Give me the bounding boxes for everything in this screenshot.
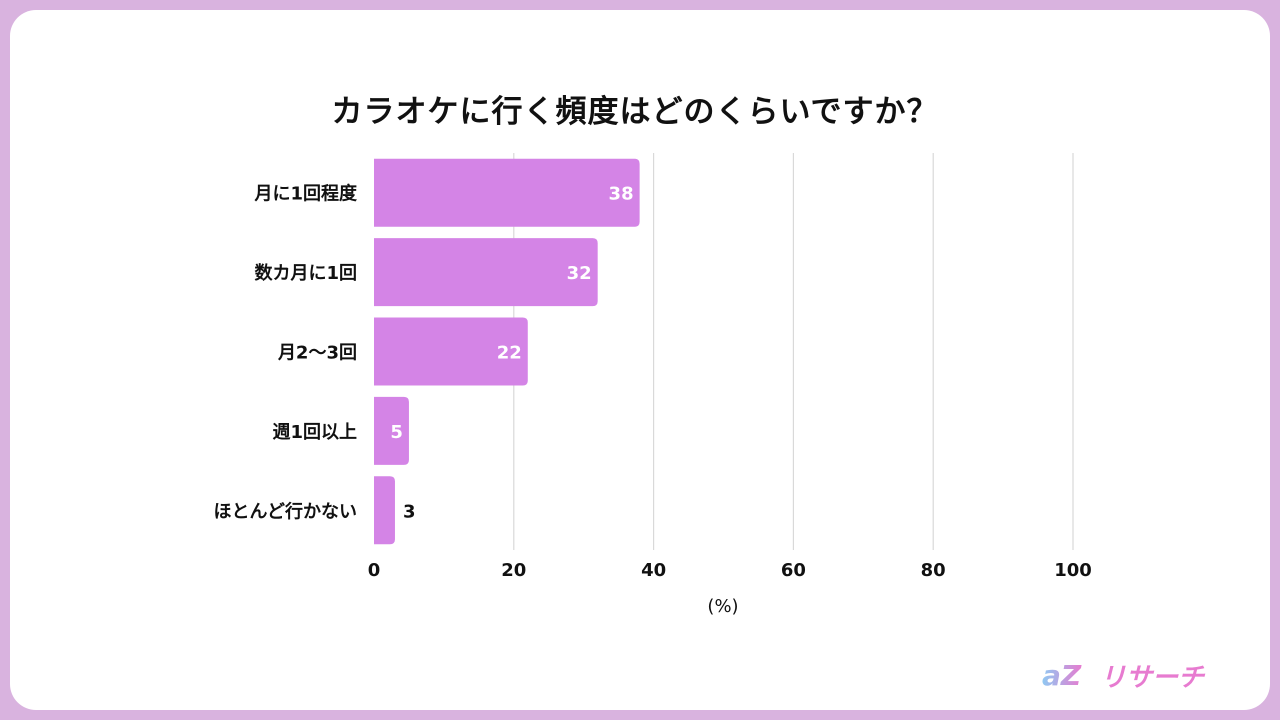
bar: [374, 476, 395, 545]
x-tick-label: 100: [1054, 560, 1092, 581]
data-label: 3: [403, 501, 416, 522]
chart-title: カラオケに行く頻度はどのくらいですか？: [331, 94, 939, 130]
chart-card: [10, 10, 1270, 710]
x-tick-label: 20: [501, 560, 526, 581]
logo-text: リサーチ: [1100, 662, 1205, 693]
x-axis-label: (%): [707, 596, 738, 617]
data-label: 22: [497, 343, 522, 364]
x-tick-label: 0: [368, 560, 381, 581]
brand-logo: aZ リサーチ: [1040, 655, 1204, 695]
bar: [374, 238, 598, 307]
bar: [374, 396, 409, 465]
category-label: ほとんど行かない: [214, 500, 357, 522]
data-label: 38: [609, 184, 634, 205]
logo-mark: aZ: [1042, 659, 1082, 692]
bar: [374, 158, 640, 227]
x-tick-label: 80: [921, 560, 946, 581]
category-label: 週1回以上: [272, 422, 357, 443]
data-label: 5: [390, 422, 403, 443]
data-label: 32: [567, 263, 592, 284]
category-label: 数カ月に1回: [254, 262, 357, 284]
bar: [374, 317, 528, 386]
category-label: 月に1回程度: [253, 183, 358, 205]
x-tick-label: 40: [641, 560, 666, 581]
category-label: 月2〜3回: [277, 343, 357, 364]
x-tick-label: 60: [781, 560, 806, 581]
az-logo-icon: aZ: [1042, 659, 1082, 692]
